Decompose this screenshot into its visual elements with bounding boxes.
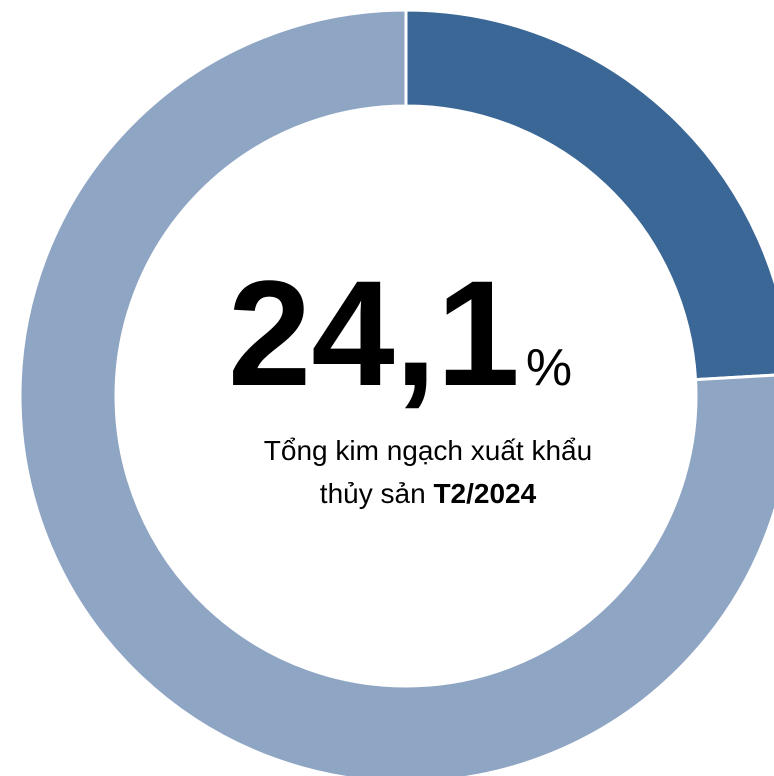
- caption-text: thủy sản: [320, 478, 426, 509]
- center-unit: %: [526, 339, 572, 397]
- caption-line: thủy sản T2/2024: [320, 478, 537, 509]
- caption-period: T2/2024: [433, 478, 536, 509]
- caption-line: Tổng kim ngạch xuất khẩu: [264, 435, 592, 466]
- donut: [18, 8, 774, 776]
- donut-segment: [404, 8, 774, 382]
- donut-segment: [18, 8, 774, 776]
- center-value: 24,1: [228, 249, 520, 417]
- center-label: 24,1%: [228, 249, 572, 417]
